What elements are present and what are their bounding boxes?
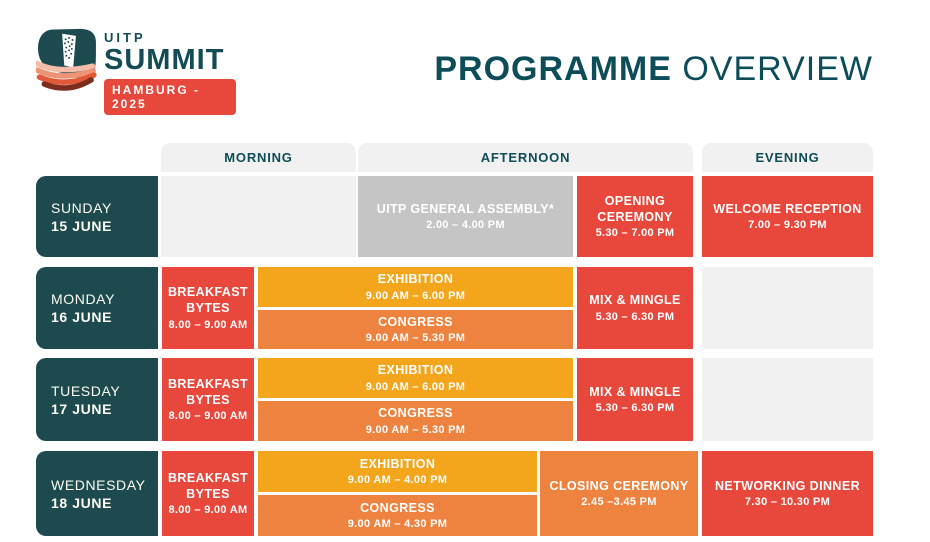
event-title: EXHIBITION — [359, 456, 436, 471]
event-cell-exhibition: EXHIBITION 9.00 AM – 4.00 PM — [258, 451, 537, 492]
schedule-row-wednesday: WEDNESDAY 18 JUNE BREAKFAST BYTES 8.00 –… — [0, 451, 930, 536]
event-cell-breakfast-bytes: BREAKFAST BYTES 8.00 – 9.00 AM — [162, 267, 254, 349]
event-time: 9.00 AM – 4.30 PM — [347, 518, 448, 531]
event-cell-exhibition: EXHIBITION 9.00 AM – 6.00 PM — [258, 267, 573, 307]
event-time: 2.45 –3.45 PM — [581, 496, 657, 509]
event-cell-congress: CONGRESS 9.00 AM – 5.30 PM — [258, 401, 573, 441]
event-title: EXHIBITION — [377, 272, 454, 287]
logo-summit-label: SUMMIT — [104, 44, 225, 76]
logo-hamburg-banner: HAMBURG - 2025 — [104, 79, 236, 115]
event-cell-general-assembly: UITP GENERAL ASSEMBLY* 2.00 – 4.00 PM — [358, 176, 573, 257]
column-header-evening: EVENING — [702, 143, 873, 172]
day-cell-wednesday: WEDNESDAY 18 JUNE — [36, 451, 158, 536]
day-date: 18 JUNE — [51, 494, 113, 511]
day-cell-tuesday: TUESDAY 17 JUNE — [36, 358, 158, 441]
event-time: 7.00 – 9.30 PM — [748, 219, 827, 232]
event-title: BREAKFAST BYTES — [168, 376, 248, 407]
event-title: CONGRESS — [378, 406, 453, 421]
event-time: 9.00 AM – 5.30 PM — [365, 332, 466, 345]
column-header-afternoon: AFTERNOON — [358, 143, 693, 172]
day-cell-monday: MONDAY 16 JUNE — [36, 267, 158, 349]
event-cell-congress: CONGRESS 9.00 AM – 4.30 PM — [258, 495, 537, 536]
event-time: 8.00 – 9.00 AM — [168, 504, 248, 517]
event-time: 2.00 – 4.00 PM — [426, 219, 505, 232]
event-time: 9.00 AM – 6.00 PM — [365, 289, 466, 302]
day-name: WEDNESDAY — [51, 476, 146, 493]
event-time: 8.00 – 9.00 AM — [168, 318, 248, 331]
page-title: PROGRAMME OVERVIEW — [434, 50, 873, 89]
day-name: TUESDAY — [51, 382, 121, 399]
event-title: NETWORKING DINNER — [715, 478, 860, 493]
event-time: 9.00 AM – 6.00 PM — [365, 380, 466, 393]
empty-cell-monday-evening — [702, 267, 873, 349]
event-title: BREAKFAST BYTES — [168, 470, 248, 501]
event-time: 9.00 AM – 4.00 PM — [347, 474, 448, 487]
event-cell-congress: CONGRESS 9.00 AM – 5.30 PM — [258, 310, 573, 349]
event-title: WELCOME RECEPTION — [713, 201, 862, 216]
schedule-row-tuesday: TUESDAY 17 JUNE BREAKFAST BYTES 8.00 – 9… — [0, 358, 930, 441]
event-time: 7.30 – 10.30 PM — [744, 496, 831, 509]
event-title: OPENING CEREMONY — [597, 193, 673, 224]
empty-cell-tuesday-evening — [702, 358, 873, 441]
event-cell-breakfast-bytes: BREAKFAST BYTES 8.00 – 9.00 AM — [162, 451, 254, 536]
event-cell-welcome-reception: WELCOME RECEPTION 7.00 – 9.30 PM — [702, 176, 873, 257]
event-time: 5.30 – 7.00 PM — [595, 227, 675, 240]
page-title-secondary: OVERVIEW — [671, 50, 873, 88]
event-cell-mix-mingle: MIX & MINGLE 5.30 – 6.30 PM — [577, 358, 693, 441]
event-title: MIX & MINGLE — [589, 384, 681, 399]
event-title: CONGRESS — [360, 500, 435, 515]
schedule-row-monday: MONDAY 16 JUNE BREAKFAST BYTES 8.00 – 9.… — [0, 267, 930, 349]
empty-cell-sunday-morning — [161, 176, 356, 257]
day-name: MONDAY — [51, 291, 116, 307]
event-time: 5.30 – 6.30 PM — [595, 402, 675, 415]
page-title-primary: PROGRAMME — [434, 50, 672, 88]
event-title: CONGRESS — [378, 314, 453, 329]
day-name: SUNDAY — [51, 199, 112, 216]
logo-uitp-label: UITP — [104, 30, 146, 45]
event-title: MIX & MINGLE — [589, 293, 681, 308]
event-time: 8.00 – 9.00 AM — [168, 410, 248, 423]
uitp-summit-logo: UITP SUMMIT HAMBURG - 2025 — [36, 16, 236, 115]
event-cell-breakfast-bytes: BREAKFAST BYTES 8.00 – 9.00 AM — [162, 358, 254, 441]
event-title: UITP GENERAL ASSEMBLY* — [376, 201, 555, 216]
day-cell-sunday: SUNDAY 15 JUNE — [36, 176, 158, 257]
event-cell-opening-ceremony: OPENING CEREMONY 5.30 – 7.00 PM — [577, 176, 693, 257]
day-date: 17 JUNE — [51, 400, 113, 417]
event-title: CLOSING CEREMONY — [549, 478, 689, 493]
event-cell-closing-ceremony: CLOSING CEREMONY 2.45 –3.45 PM — [540, 451, 698, 536]
day-date: 15 JUNE — [51, 217, 113, 234]
event-title: EXHIBITION — [377, 363, 454, 378]
column-header-morning: MORNING — [161, 143, 356, 172]
event-cell-exhibition: EXHIBITION 9.00 AM – 6.00 PM — [258, 358, 573, 398]
event-time: 9.00 AM – 5.30 PM — [365, 423, 466, 436]
event-cell-networking-dinner: NETWORKING DINNER 7.30 – 10.30 PM — [702, 451, 873, 536]
event-cell-mix-mingle: MIX & MINGLE 5.30 – 6.30 PM — [577, 267, 693, 349]
schedule-row-sunday: SUNDAY 15 JUNE UITP GENERAL ASSEMBLY* 2.… — [0, 176, 930, 257]
logo-text: UITP SUMMIT HAMBURG - 2025 — [104, 30, 236, 115]
event-time: 5.30 – 6.30 PM — [595, 310, 675, 323]
uitp-logo-mark-icon — [36, 28, 97, 91]
day-date: 16 JUNE — [51, 309, 113, 325]
event-title: BREAKFAST BYTES — [168, 285, 248, 315]
